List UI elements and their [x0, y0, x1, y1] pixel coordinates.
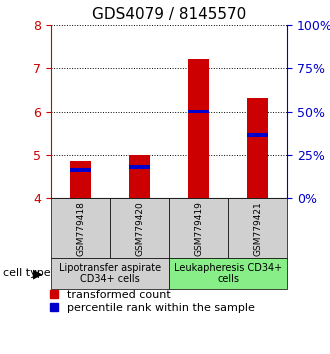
- Text: GSM779421: GSM779421: [253, 201, 262, 256]
- Bar: [247, 98, 268, 198]
- Text: cell type: cell type: [3, 268, 51, 279]
- Text: GSM779419: GSM779419: [194, 201, 203, 256]
- Legend: transformed count, percentile rank within the sample: transformed count, percentile rank withi…: [50, 290, 255, 313]
- Text: Leukapheresis CD34+
cells: Leukapheresis CD34+ cells: [174, 263, 282, 284]
- Bar: [188, 59, 209, 198]
- Text: ▶: ▶: [33, 267, 43, 280]
- Text: GSM779418: GSM779418: [76, 201, 85, 256]
- Bar: [129, 155, 150, 198]
- Text: GSM779420: GSM779420: [135, 201, 144, 256]
- Bar: [247, 133, 268, 137]
- Bar: [70, 161, 91, 198]
- Bar: [70, 168, 91, 172]
- Title: GDS4079 / 8145570: GDS4079 / 8145570: [92, 7, 246, 22]
- Bar: [129, 165, 150, 169]
- Bar: [188, 109, 209, 114]
- Text: Lipotransfer aspirate
CD34+ cells: Lipotransfer aspirate CD34+ cells: [59, 263, 161, 284]
